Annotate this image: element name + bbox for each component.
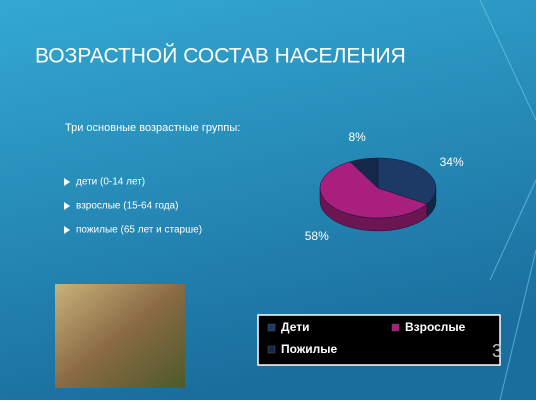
bullet-arrow	[64, 178, 70, 186]
pie-slice	[349, 157, 379, 189]
slide-title: ВОЗРАСТНОЙ СОСТАВ НАСЕЛЕНИЯ	[35, 44, 406, 68]
bullet-text: дети (0-14 лет)	[76, 177, 145, 188]
bullet-text: пожилые (65 лет и старше)	[76, 225, 202, 236]
decor	[479, 0, 536, 401]
bullet-arrow	[64, 226, 70, 234]
pie-slice	[319, 161, 428, 219]
data-label: 58%	[305, 229, 329, 243]
bullet-text: взрослые (15-64 года)	[76, 201, 178, 212]
legend-label: Дети	[281, 320, 309, 334]
legend-swatch	[391, 323, 400, 332]
legend-swatch	[267, 323, 276, 332]
legend-label: Взрослые	[405, 320, 466, 334]
intro: Три основные возрастные группы:	[65, 122, 240, 134]
data-label: 34%	[440, 155, 464, 169]
photo	[55, 284, 185, 388]
slide-number: 3	[492, 341, 502, 361]
legend-label: Пожилые	[281, 342, 338, 356]
legend-box	[257, 314, 501, 366]
data-label: 8%	[348, 130, 366, 144]
bullet-arrow	[64, 202, 70, 210]
legend-swatch	[267, 345, 276, 354]
